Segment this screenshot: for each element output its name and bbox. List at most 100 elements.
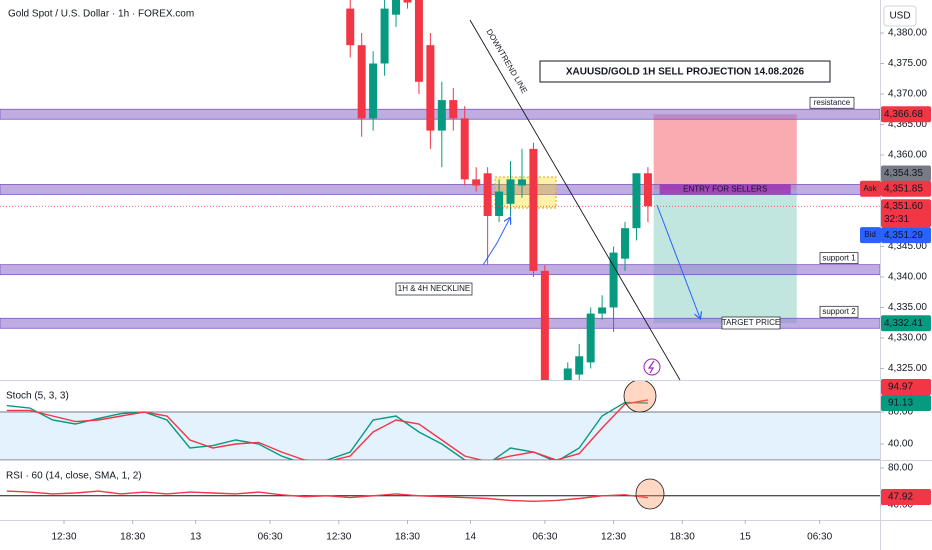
y-tick-label: 4,370.00 [888, 89, 927, 100]
candle-body [495, 191, 504, 216]
candle-body [563, 368, 572, 380]
target-label: TARGET PRICE [722, 318, 780, 327]
countdown: 32:31 [884, 214, 909, 225]
candle-body [609, 252, 618, 308]
stoch-pane: Stoch (5, 3, 3) [0, 381, 880, 460]
ask-badge [881, 180, 931, 197]
candle-body [483, 173, 492, 216]
price-badge-label: 4,332.41 [884, 318, 923, 329]
candle-body [506, 179, 515, 204]
candle-body [529, 148, 538, 271]
flash-icon [643, 358, 661, 376]
y-tick-label: 4,375.00 [888, 58, 927, 69]
chart-title: Gold Spot / U.S. Dollar · 1h · FOREX.com [8, 9, 194, 20]
candle-body [403, 0, 412, 3]
neckline-box [395, 282, 473, 296]
candle-body [392, 0, 401, 15]
level-label: resistance [814, 98, 851, 107]
indicator-badge [881, 379, 931, 395]
level-label: support 1 [822, 253, 856, 262]
level-label-box [809, 96, 855, 109]
y-tick-label: 4,340.00 [888, 272, 927, 283]
level-band [0, 317, 880, 329]
target-zone [653, 189, 797, 324]
level-label-box [819, 305, 859, 318]
indicator-title: Stoch (5, 3, 3) [6, 391, 69, 402]
y-tick-label: 40.00 [888, 500, 913, 511]
x-tick-label: 12:30 [51, 532, 76, 543]
level-band [0, 184, 880, 195]
bid-label: 4,351.29 [884, 230, 923, 241]
entry-label: ENTRY FOR SELLERS [683, 185, 767, 194]
currency: USD [889, 11, 910, 22]
level-label-box [819, 252, 859, 265]
x-tick-label: 13 [190, 532, 202, 543]
indicator-badge-label: 91.13 [888, 398, 913, 409]
y-tick-label: 4,360.00 [888, 150, 927, 161]
candle-body [357, 45, 366, 119]
candle-body [426, 45, 435, 131]
candle-body [643, 173, 652, 207]
y-tick-label: 4,325.00 [888, 363, 927, 374]
candle-body [414, 0, 423, 82]
arrow [482, 218, 510, 266]
bid-badge [881, 227, 931, 244]
price-badge-label: 4,366.68 [884, 109, 923, 120]
indicator-line [6, 490, 648, 503]
x-tick-label: 15 [740, 532, 752, 543]
y-tick-label: 80.00 [888, 463, 913, 474]
x-tick-label: 12:30 [601, 532, 626, 543]
indicator-badge [881, 395, 931, 411]
entry-label-bg [659, 184, 791, 195]
annotation-title: XAUUSD/GOLD 1H SELL PROJECTION 14.08.202… [566, 67, 805, 78]
price-badge [881, 315, 931, 332]
y-tick-label: 4,345.00 [888, 241, 927, 252]
flash-icon-bolt [647, 360, 655, 374]
y-tick-label: 80.00 [888, 407, 913, 418]
candle-body [472, 179, 481, 186]
trend-line [469, 19, 681, 380]
stoch-band [0, 412, 880, 460]
x-tick-label: 18:30 [670, 532, 695, 543]
candle-body [540, 270, 549, 380]
candle-body [380, 8, 389, 64]
y-tick-label: 4,330.00 [888, 333, 927, 344]
currency-box [883, 5, 917, 27]
indicator-badge-label: 47.92 [888, 492, 913, 503]
axes: Gold Spot / U.S. Dollar · 1h · FOREX.com… [8, 5, 931, 543]
last-badge [881, 199, 931, 228]
title-box [539, 60, 831, 83]
indicator-title: RSI · 60 (14, close, SMA, 1, 2) [6, 471, 142, 482]
price-badge-label: 4,354.35 [884, 168, 923, 179]
candle-body [621, 228, 630, 259]
last-label: 4,351.60 [884, 201, 923, 212]
indicator-badge-label: 94.97 [888, 382, 913, 393]
neckline-label: 1H & 4H NECKLINE [398, 284, 470, 293]
candle-body [449, 100, 458, 119]
candle-body [369, 63, 378, 119]
ask-name: Ask [863, 184, 877, 193]
ask-label: 4,351.85 [884, 183, 923, 194]
rsi-pane: RSI · 60 (14, close, SMA, 1, 2) [0, 471, 880, 510]
candle-body [517, 179, 526, 186]
candle-body [575, 356, 584, 375]
candle-body [346, 8, 355, 46]
x-tick-label: 18:30 [395, 532, 420, 543]
arrow [656, 204, 700, 318]
candle-body [598, 307, 607, 314]
price-pane: resistance ENTRY FOR SELLERS support 1 supp… [0, 0, 880, 380]
level-label: support 2 [822, 307, 856, 316]
indicator-line [6, 399, 649, 460]
x-tick-label: 18:30 [120, 532, 145, 543]
ask-tag [860, 180, 881, 197]
y-tick-label: 4,335.00 [888, 302, 927, 313]
candle-body [632, 173, 641, 229]
bid-name: Bid [864, 230, 876, 239]
x-tick-label: 06:30 [807, 532, 832, 543]
price-badge [881, 165, 931, 182]
candle-body [586, 313, 595, 363]
target-box [721, 316, 781, 330]
stop-zone [653, 114, 797, 190]
indicator-badge [881, 489, 931, 505]
